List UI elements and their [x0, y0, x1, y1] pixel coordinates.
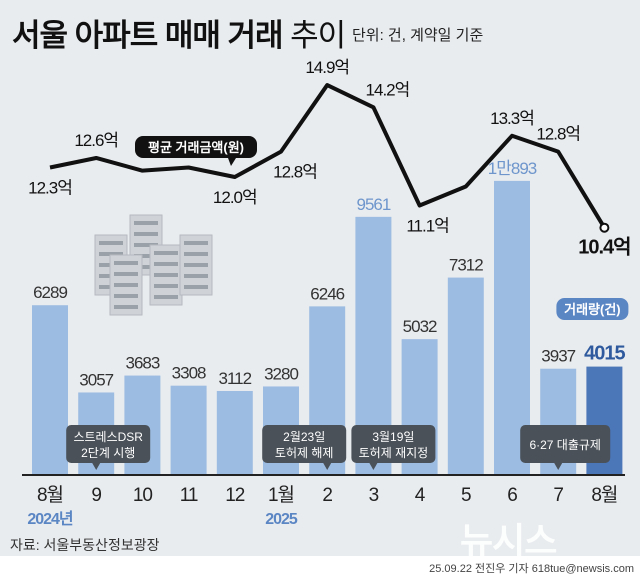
bar-value-label: 5032 — [403, 317, 437, 336]
building-window — [114, 294, 138, 298]
bar-value-label: 3112 — [219, 369, 252, 388]
event-pointer — [554, 463, 563, 470]
line-end-marker — [599, 222, 610, 233]
line-legend-label: 평균 거래금액(원) — [148, 140, 244, 155]
bar-legend-badge — [556, 298, 629, 320]
bar-value-label: 1만893 — [488, 159, 537, 178]
event-line1: 2월23일 — [283, 430, 325, 444]
price-line — [49, 83, 607, 229]
footer-strip — [0, 556, 640, 577]
x-tick-label: 8월 — [591, 484, 617, 506]
x-tick-label: 12 — [225, 485, 245, 506]
x-tick-label: 6 — [507, 485, 517, 506]
building-window — [184, 252, 208, 256]
line-value-label: 14.9억 — [305, 58, 349, 77]
line-legend-badge — [135, 136, 257, 158]
event-line2: 2단계 시행 — [81, 445, 135, 460]
building-window — [114, 261, 138, 265]
bar-value-label: 7312 — [449, 256, 483, 275]
line-value-label: 14.2억 — [366, 80, 410, 99]
bar — [216, 390, 253, 475]
bar-value-label: 3308 — [172, 364, 206, 383]
bar — [32, 305, 68, 475]
line-value-label: 11.1억 — [406, 217, 448, 236]
building-window — [184, 285, 208, 289]
building-window — [154, 251, 178, 255]
x-tick-label: 8월 — [37, 484, 63, 506]
line-value-label: 12.8억 — [273, 163, 317, 182]
line-value-label: 12.6억 — [74, 131, 118, 150]
event-pointer — [92, 463, 101, 470]
building-window — [184, 241, 208, 245]
line-value-label: 13.3억 — [490, 109, 534, 128]
page-title: 서울 아파트 매매 거래 추이 — [12, 18, 346, 53]
building-window — [134, 243, 158, 247]
x-tick-label: 1월 — [268, 484, 294, 506]
building-window — [99, 252, 123, 256]
building-window — [134, 232, 158, 236]
line-value-label: 12.3억 — [28, 178, 72, 197]
building-window — [154, 284, 178, 288]
event-callout — [351, 425, 436, 463]
bar-legend-label: 거래량(건) — [564, 302, 621, 317]
source-note: 자료: 서울부동산정보광장 — [10, 537, 160, 553]
x-tick-label: 11 — [180, 485, 198, 506]
x-tick-label: 3 — [369, 485, 379, 506]
event-line2: 토허제 재지정 — [359, 446, 429, 460]
event-callout — [520, 425, 611, 463]
line-value-label: 12.8억 — [536, 125, 580, 144]
building-window — [99, 241, 123, 245]
credit: 25.09.22 전진우 기자 618tue@newsis.com — [429, 563, 634, 575]
x-tick-label: 7 — [553, 485, 563, 506]
bar-value-label: 6246 — [310, 284, 344, 303]
line-value-label: 10.4억 — [578, 236, 630, 259]
building-window — [114, 305, 138, 309]
year-label: 2024년 — [27, 509, 73, 528]
line-value-label: 12.0억 — [213, 188, 257, 207]
building-window — [134, 254, 158, 258]
building-window — [134, 221, 158, 225]
bar-value-label: 3280 — [264, 364, 298, 383]
x-tick-label: 4 — [415, 485, 426, 506]
building-window — [114, 283, 138, 287]
event-line2: 6·27 대출규제 — [529, 438, 601, 452]
bar-value-label: 4015 — [584, 343, 625, 365]
line-legend-pointer — [228, 158, 236, 166]
x-tick-label: 5 — [461, 485, 471, 506]
year-label: 2025 — [265, 511, 298, 528]
event-pointer — [369, 463, 378, 470]
building-window — [154, 295, 178, 299]
bar-value-label: 3937 — [541, 347, 575, 366]
building-window — [134, 265, 158, 269]
newsis-logo: 뉴시스 — [460, 520, 557, 561]
event-callout — [262, 425, 347, 463]
event-line1: 스트레스DSR — [73, 430, 143, 444]
bar — [170, 385, 207, 475]
building-window — [154, 273, 178, 277]
bar — [447, 277, 484, 475]
event-callout — [66, 425, 151, 463]
bar-value-label: 3683 — [125, 354, 159, 373]
x-tick-label: 10 — [133, 485, 153, 506]
bar-value-label: 9561 — [356, 195, 390, 214]
building-window — [114, 272, 138, 276]
bar-value-label: 6289 — [33, 283, 67, 302]
event-pointer — [323, 463, 332, 470]
bar-value-label: 3057 — [79, 370, 113, 389]
event-line2: 토허제 해제 — [275, 446, 334, 460]
x-tick-label: 2 — [322, 485, 332, 506]
building-window — [184, 274, 208, 278]
building-window — [154, 262, 178, 266]
building-window — [184, 263, 208, 267]
event-line1: 3월19일 — [372, 430, 414, 444]
x-tick-label: 9 — [91, 485, 101, 506]
unit-note: 단위: 건, 계약일 기준 — [352, 27, 484, 44]
